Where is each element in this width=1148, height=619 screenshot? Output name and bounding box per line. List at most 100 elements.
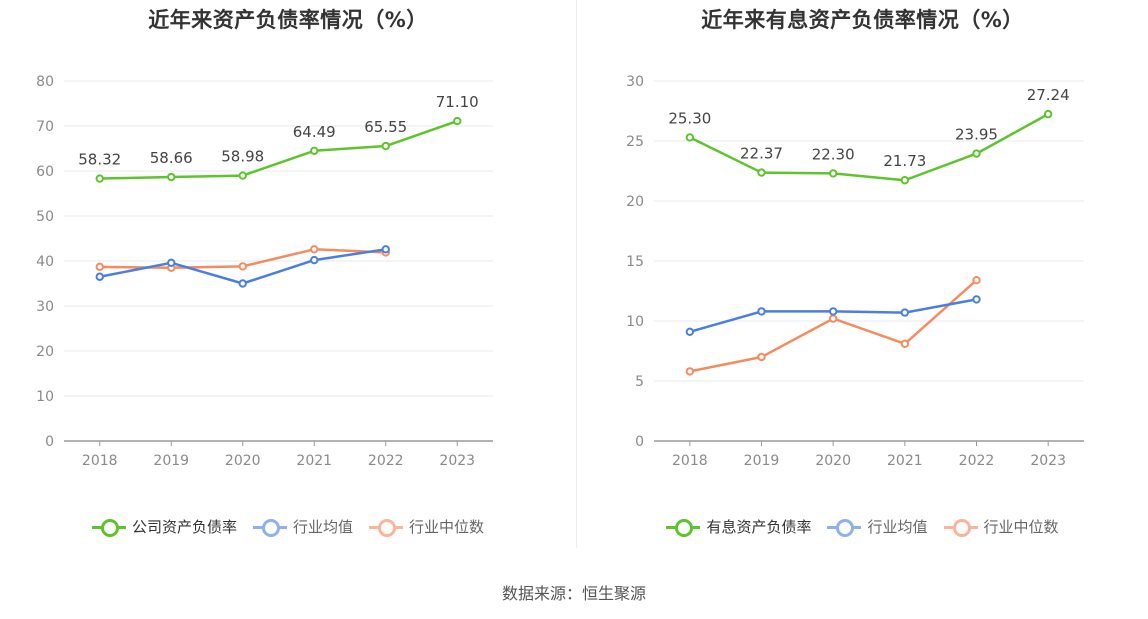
data-point <box>238 279 247 288</box>
x-tick-label: 2022 <box>368 453 404 469</box>
x-tick-label: 2019 <box>153 453 189 469</box>
legend-line-circle-icon <box>252 517 287 537</box>
chart-legend: 公司资产负债率 行业均值 行业中位数 <box>0 516 576 537</box>
y-tick-label: 25 <box>626 134 644 150</box>
legend-label: 行业均值 <box>292 518 353 536</box>
data-point <box>310 255 319 265</box>
data-point <box>453 116 462 126</box>
legend-label: 行业中位数 <box>409 518 485 536</box>
data-point <box>381 245 390 254</box>
data-point <box>685 133 695 142</box>
legend-line-circle-icon <box>369 517 403 537</box>
data-label: 21.73 <box>883 152 926 170</box>
data-point <box>95 262 104 272</box>
data-point <box>95 272 104 281</box>
data-point <box>757 307 766 316</box>
y-tick-label: 30 <box>36 299 54 315</box>
y-tick-label: 50 <box>36 209 54 225</box>
legend-line-circle-icon <box>943 517 978 537</box>
data-label: 23.95 <box>955 126 998 144</box>
data-point <box>900 176 910 185</box>
y-tick-label: 0 <box>45 434 54 450</box>
data-point <box>238 262 247 271</box>
y-tick-label: 10 <box>626 314 644 330</box>
legend-label: 行业均值 <box>867 518 928 536</box>
series-line-2 <box>689 279 978 373</box>
x-tick-label: 2018 <box>82 453 118 469</box>
data-point <box>167 258 176 267</box>
legend-label: 行业中位数 <box>983 518 1059 536</box>
data-point <box>685 327 695 336</box>
y-tick-label: 10 <box>36 389 54 405</box>
data-label: 58.98 <box>221 148 264 166</box>
y-tick-label: 20 <box>36 344 54 360</box>
y-tick-label: 80 <box>36 74 54 90</box>
data-point <box>757 352 766 362</box>
data-point <box>828 169 838 178</box>
chart-legend: 有息资产负债率 行业均值 行业中位数 <box>577 516 1148 537</box>
legend-item-industry-mean[interactable]: 行业均值 <box>252 516 353 537</box>
legend-item-industry-median[interactable]: 行业中位数 <box>369 516 484 537</box>
interest-debt-ratio-chart: 0 5 10 15 20 25 30 2018 2019 2020 2021 2022 2023 25.3… <box>626 74 1084 469</box>
data-point <box>900 339 910 348</box>
data-label: 27.24 <box>1027 86 1070 104</box>
data-point <box>757 168 766 177</box>
x-tick-label: 2018 <box>672 453 708 469</box>
x-tick-label: 2019 <box>744 453 780 469</box>
data-label: 58.32 <box>78 151 121 169</box>
y-tick-label: 15 <box>626 254 644 270</box>
legend-item-company[interactable]: 公司资产负债率 <box>91 516 237 537</box>
data-point <box>828 314 838 323</box>
data-point <box>238 171 247 180</box>
debt-ratio-chart: 0 10 20 30 40 50 60 70 80 2018 2019 2020 2021 2022 202… <box>36 74 493 469</box>
y-tick-label: 70 <box>36 119 54 135</box>
data-point <box>310 146 319 155</box>
chart-title: 近年来有息资产负债率情况（%） <box>701 8 1024 32</box>
x-tick-label: 2020 <box>815 453 851 469</box>
legend-item-industry-median[interactable]: 行业中位数 <box>943 516 1059 537</box>
data-point <box>310 245 319 254</box>
legend-line-circle-icon <box>827 517 862 537</box>
y-tick-label: 20 <box>626 194 644 210</box>
data-point <box>95 174 104 183</box>
chart-title: 近年来资产负债率情况（%） <box>148 8 428 32</box>
data-point <box>972 295 981 304</box>
data-point <box>828 307 838 316</box>
y-tick-label: 0 <box>635 434 644 450</box>
legend-label: 有息资产负债率 <box>706 518 812 536</box>
data-point <box>167 172 176 182</box>
series-line-0 <box>689 113 1049 182</box>
x-tick-label: 2020 <box>225 453 261 469</box>
y-tick-label: 40 <box>36 254 54 270</box>
data-source-note: 数据来源：恒生聚源 <box>501 584 646 603</box>
legend-line-circle-icon <box>91 517 126 537</box>
data-point <box>685 367 695 376</box>
x-tick-label: 2021 <box>887 453 923 469</box>
data-label: 22.37 <box>740 145 783 163</box>
data-point <box>381 141 390 151</box>
data-point <box>972 276 981 285</box>
data-point <box>900 308 910 317</box>
data-point <box>972 149 981 158</box>
x-tick-label: 2021 <box>296 453 332 469</box>
data-label: 22.30 <box>812 145 855 163</box>
data-label: 64.49 <box>293 123 336 141</box>
data-label: 71.10 <box>436 93 479 111</box>
x-tick-label: 2022 <box>959 453 995 469</box>
x-tick-label: 2023 <box>439 453 475 469</box>
chart-panel-interest-debt-ratio: 近年来有息资产负债率情况（%） 0 5 10 15 20 25 30 2018 2019 2020… <box>577 0 1148 560</box>
y-tick-label: 30 <box>626 74 644 90</box>
panel-divider <box>576 0 577 548</box>
series-line-0 <box>99 119 458 180</box>
data-label: 58.66 <box>150 149 193 167</box>
data-label: 65.55 <box>364 118 407 136</box>
legend-item-company[interactable]: 有息资产负债率 <box>666 516 811 537</box>
x-tick-label: 2023 <box>1030 453 1066 469</box>
legend-line-circle-icon <box>666 517 701 537</box>
chart-panel-debt-ratio: 近年来资产负债率情况（%） 0 10 20 30 40 50 60 70 80 2018 2019 2… <box>0 0 576 560</box>
y-tick-label: 60 <box>36 164 54 180</box>
legend-label: 公司资产负债率 <box>131 518 237 536</box>
legend-item-industry-mean[interactable]: 行业均值 <box>827 516 928 537</box>
data-label: 25.30 <box>668 109 711 127</box>
y-tick-label: 5 <box>635 374 644 390</box>
